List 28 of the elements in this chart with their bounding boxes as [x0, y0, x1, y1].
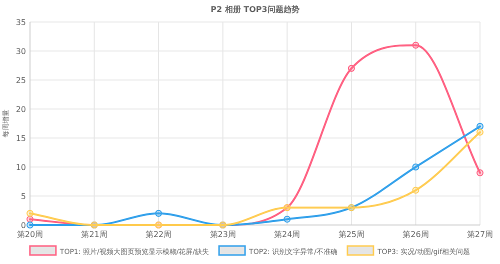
x-tick-label: 第20周 [16, 230, 44, 239]
x-tick-label: 第21周 [81, 230, 108, 239]
y-tick-label: 25 [16, 76, 26, 85]
point [476, 122, 484, 130]
x-tick-label: 第22周 [145, 230, 172, 239]
x-tick-label: 第27周 [466, 230, 494, 239]
point [26, 222, 34, 228]
y-tick-label: 20 [16, 105, 26, 114]
point [476, 128, 484, 136]
point [26, 210, 34, 217]
y-tick-label: 35 [16, 18, 26, 27]
y-tick-label: 30 [16, 47, 26, 56]
x-tick-label: 第26周 [402, 230, 429, 239]
point [284, 216, 291, 223]
y-tick-label: 10 [16, 163, 26, 172]
point [476, 169, 484, 176]
x-tick-label: 第24周 [274, 230, 300, 239]
y-tick-label: 15 [16, 134, 26, 143]
point [155, 210, 162, 217]
x-tick-label: 第23周 [210, 230, 236, 239]
point [348, 64, 355, 72]
point [412, 186, 420, 194]
y-tick-label: 0 [20, 221, 26, 230]
y-tick-label: 5 [20, 192, 26, 201]
chart-title: P2 相册 TOP3问题趋势 [210, 5, 300, 14]
point [412, 42, 420, 49]
point [412, 164, 420, 170]
x-tick-label: 第25周 [338, 230, 365, 239]
